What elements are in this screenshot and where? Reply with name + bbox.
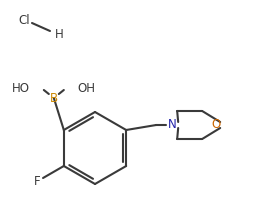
Text: H: H	[55, 29, 64, 41]
Text: Cl: Cl	[18, 13, 30, 27]
Text: OH: OH	[78, 81, 96, 95]
Text: F: F	[34, 175, 40, 188]
Text: N: N	[168, 119, 177, 132]
Text: O: O	[211, 119, 221, 132]
Text: HO: HO	[12, 81, 30, 95]
Text: B: B	[50, 92, 58, 105]
